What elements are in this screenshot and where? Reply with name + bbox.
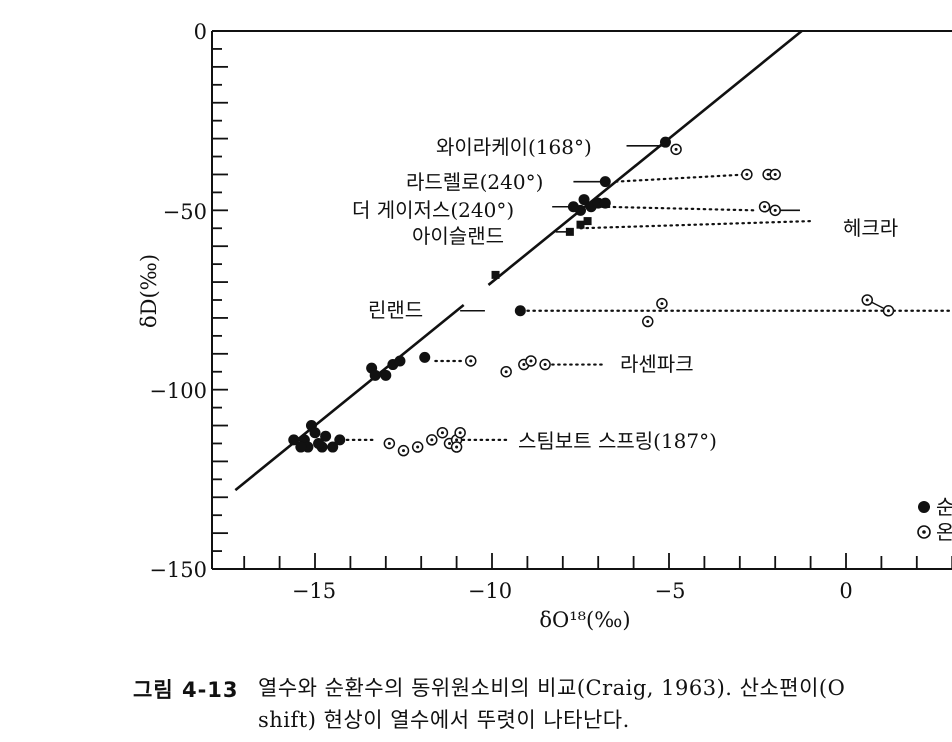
x-tick-label-minus15: −15: [292, 579, 336, 603]
point-circulating: [419, 351, 431, 363]
legend-marker-hotspring: [917, 525, 931, 539]
legend: 순환 온천: [917, 495, 952, 544]
point-hotspring-dot: [865, 298, 869, 302]
field-trend-dots: [614, 173, 748, 183]
axes: [211, 30, 952, 570]
field-trend-dots: [579, 219, 812, 230]
point-circulating: [380, 369, 392, 381]
x-tick-label-0: 0: [839, 579, 852, 603]
field-guide-lines: [345, 144, 952, 441]
y-tick-label-minus100: −100: [149, 379, 207, 403]
point-circulating: [313, 437, 325, 449]
caption-line-1: 열수와 순환수의 동위원소비의 비교(Craig, 1963). 산소편이(O: [258, 676, 846, 700]
point-hotspring-dot: [416, 445, 420, 449]
legend-marker-circulating: [918, 501, 930, 513]
point-square: [565, 227, 574, 236]
field-label-larderello: 라드렐로(240°): [406, 170, 543, 194]
legend-marker-hotspring-dot: [922, 530, 926, 534]
point-hotspring-dot: [529, 359, 533, 363]
point-hotspring-dot: [773, 208, 777, 212]
legend-label-hotspring: 온천: [936, 520, 952, 544]
point-square: [576, 220, 585, 229]
field-label-geysers: 더 게이저스(240°): [352, 198, 514, 222]
point-hotspring-dot: [458, 431, 462, 435]
figure-caption: 그림 4-13 열수와 순환수의 동위원소비의 비교(Craig, 1963).…: [0, 664, 952, 742]
point-circulating: [578, 194, 590, 206]
point-hotspring-dot: [469, 359, 473, 363]
y-tick-label-0: 0: [194, 20, 207, 44]
point-hotspring-dot: [763, 205, 767, 209]
point-circulating: [567, 201, 579, 213]
x-axis-label: δO¹⁸(‰): [539, 608, 630, 632]
point-hotspring-dot: [886, 309, 890, 313]
point-hotspring-dot: [504, 370, 508, 374]
point-circulating: [320, 430, 332, 442]
legend-label-circulating: 순환: [936, 495, 952, 519]
point-hotspring-dot: [522, 363, 526, 367]
point-hotspring-dot: [543, 363, 547, 367]
point-hotspring-dot: [455, 445, 459, 449]
point-circulating: [369, 369, 381, 381]
field-label-steamboat-springs: 스팀보트 스프링(187°): [518, 429, 717, 453]
point-circulating: [599, 176, 611, 188]
tick-labels: 0 −50 −100 −150 −15 −10 −5 0: [149, 20, 852, 603]
point-circulating: [334, 434, 346, 446]
point-hotspring-dot: [646, 320, 650, 324]
field-label-hekla: 헤크라: [843, 216, 898, 240]
point-hotspring-dot: [440, 431, 444, 435]
point-circulating: [394, 355, 406, 367]
point-circulating: [327, 441, 339, 453]
field-label-linland: 린랜드: [368, 298, 423, 322]
field-trend-dots: [600, 205, 756, 212]
point-circulating: [288, 434, 300, 446]
meteoric-line-segment: [234, 304, 465, 492]
point-hotspring-dot: [430, 438, 434, 442]
point-square: [583, 217, 592, 226]
x-tick-label-minus5: −5: [655, 579, 686, 603]
point-hotspring-dot: [387, 441, 391, 445]
isotope-scatter-chart: 와이라케이(168°) 라드렐로(240°) 더 게이저스(240°) 아이슬랜…: [137, 20, 952, 632]
field-labels: 와이라케이(168°) 라드렐로(240°) 더 게이저스(240°) 아이슬랜…: [352, 135, 898, 453]
y-axis-label: δD(‰): [137, 254, 161, 328]
meteoric-line-segment: [487, 29, 803, 286]
y-tick-label-minus50: −50: [163, 200, 207, 224]
caption-line-2: shift) 현상이 열수에서 뚜렷이 나타난다.: [258, 708, 630, 732]
field-label-iceland: 아이슬랜드: [412, 224, 504, 248]
y-tick-label-minus150: −150: [149, 558, 207, 582]
point-circulating: [599, 197, 611, 209]
point-hotspring-dot: [745, 172, 749, 176]
point-square: [491, 270, 500, 279]
point-hotspring-dot: [773, 172, 777, 176]
point-circulating: [309, 427, 321, 439]
point-hotspring-dot: [766, 172, 770, 176]
figure-number: 그림 4-13: [133, 678, 239, 702]
point-hotspring-dot: [448, 441, 452, 445]
field-label-lassen-park: 라센파크: [620, 352, 694, 376]
meteoric-water-line: [234, 29, 803, 492]
point-hotspring-dot: [660, 302, 664, 306]
data-points: [288, 136, 895, 457]
point-hotspring-dot: [455, 438, 459, 442]
point-circulating: [295, 441, 307, 453]
x-tick-label-minus10: −10: [468, 579, 512, 603]
point-circulating: [514, 305, 526, 317]
point-hotspring-dot: [674, 147, 678, 151]
point-circulating: [659, 136, 671, 148]
field-label-wairakei: 와이라케이(168°): [436, 135, 592, 159]
point-hotspring-dot: [402, 449, 405, 453]
